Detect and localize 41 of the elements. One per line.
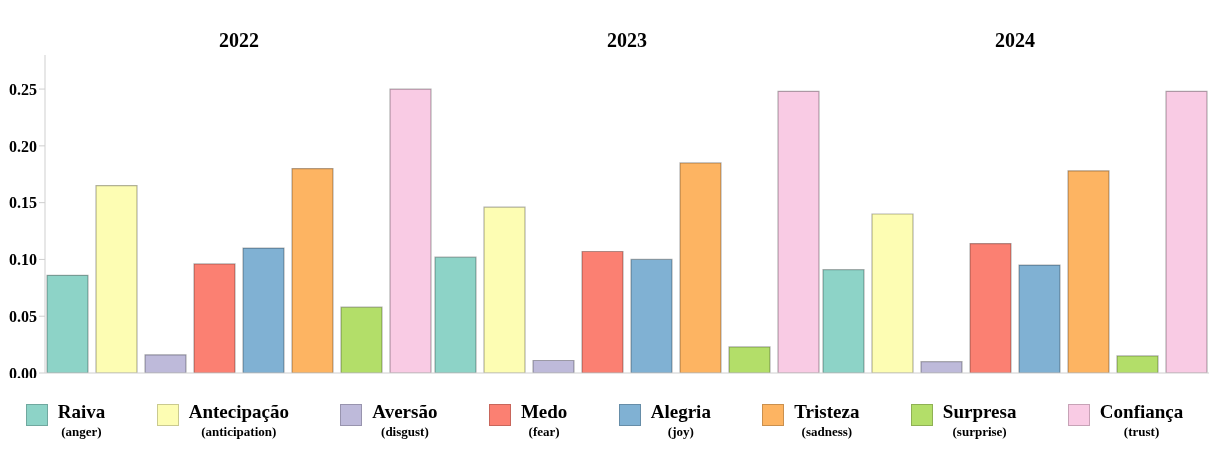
- bar: [242, 247, 285, 373]
- x-tick-label: 2022: [219, 29, 259, 51]
- bar: [532, 359, 575, 373]
- bar: [581, 250, 624, 373]
- y-tick-label: 0.10: [9, 251, 37, 269]
- bar: [1067, 170, 1110, 373]
- bar: [95, 185, 138, 373]
- bar: [389, 88, 432, 373]
- bar: [340, 306, 383, 373]
- y-tick-label: 0.00: [9, 364, 37, 382]
- x-tick-label: 2023: [607, 29, 647, 51]
- bar: [630, 258, 673, 373]
- bar: [46, 274, 89, 373]
- y-tick-label: 0.20: [9, 137, 37, 155]
- legend-label: Antecipação (anticipation): [188, 400, 289, 440]
- bar: [291, 167, 334, 373]
- legend-label: Alegria (joy): [650, 400, 711, 440]
- bar: [777, 90, 820, 373]
- bar: [969, 242, 1012, 373]
- bar: [434, 256, 477, 373]
- legend-label: Confiança (trust): [1099, 400, 1184, 440]
- bar: [483, 206, 526, 373]
- bar: [1018, 264, 1061, 373]
- bar: [1165, 90, 1208, 373]
- y-tick-label: 0.05: [9, 307, 37, 325]
- bar: [728, 346, 771, 373]
- bar: [1116, 355, 1159, 373]
- bar: [822, 269, 865, 373]
- bar: [920, 361, 963, 373]
- legend-label: Surpresa (surprise): [942, 400, 1017, 440]
- legend-label: Raiva (anger): [57, 400, 106, 440]
- legend-label: Aversão (disgust): [372, 400, 438, 440]
- y-tick-label: 0.25: [9, 80, 37, 98]
- bar: [679, 162, 722, 373]
- y-tick-label: 0.15: [9, 194, 37, 212]
- bar: [871, 213, 914, 373]
- x-tick-label: 2024: [995, 29, 1035, 51]
- legend-label: Tristeza (sadness): [794, 400, 860, 440]
- bar: [193, 263, 236, 373]
- bar: [144, 354, 187, 373]
- legend-label: Medo (fear): [520, 400, 568, 440]
